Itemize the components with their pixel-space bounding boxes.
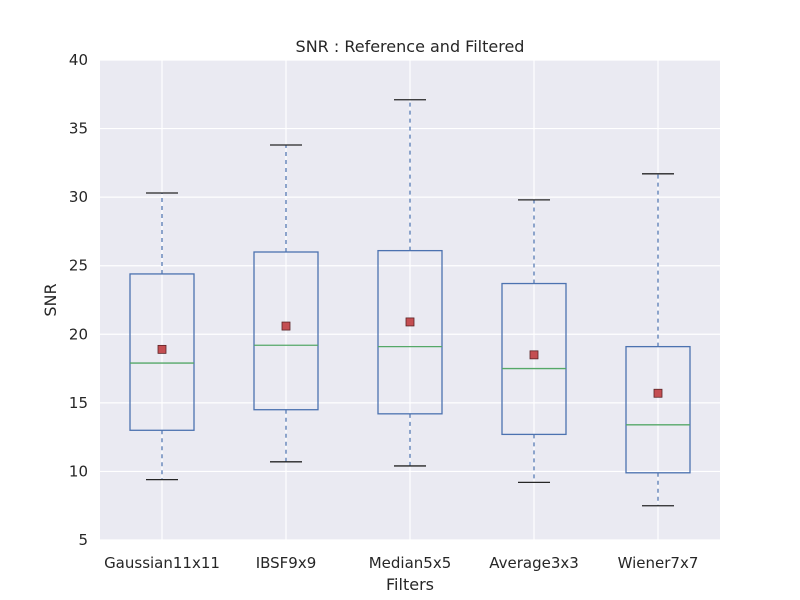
chart-title: SNR : Reference and Filtered bbox=[296, 37, 525, 56]
y-tick-label: 20 bbox=[69, 325, 88, 343]
iqr-box bbox=[625, 345, 691, 474]
box-series bbox=[129, 99, 691, 507]
y-tick-label: 15 bbox=[69, 394, 88, 412]
box-median5x5 bbox=[377, 99, 443, 467]
iqr-box bbox=[253, 251, 319, 411]
y-tick-label: 35 bbox=[69, 120, 88, 138]
y-axis-label: SNR bbox=[41, 283, 60, 316]
x-tick-labels: Gaussian11x11 IBSF9x9 Median5x5 Average3x3 W… bbox=[104, 554, 698, 572]
mean-marker bbox=[157, 344, 167, 354]
x-tick-label: Median5x5 bbox=[369, 554, 452, 572]
mean-marker bbox=[529, 350, 539, 360]
box-wiener7x7 bbox=[625, 173, 691, 507]
box-gaussian11x11 bbox=[129, 192, 195, 481]
x-tick-label: Wiener7x7 bbox=[618, 554, 699, 572]
y-tick-label: 25 bbox=[69, 257, 88, 275]
mean-marker bbox=[653, 388, 663, 398]
mean-marker bbox=[281, 321, 291, 331]
iqr-box bbox=[501, 282, 567, 436]
x-axis-label: Filters bbox=[386, 575, 434, 594]
iqr-box bbox=[129, 273, 195, 431]
y-tick-label: 40 bbox=[69, 51, 88, 69]
x-tick-label: IBSF9x9 bbox=[256, 554, 317, 572]
x-tick-label: Average3x3 bbox=[489, 554, 579, 572]
box-average3x3 bbox=[501, 199, 567, 484]
box-ibsf9x9 bbox=[253, 144, 319, 463]
y-tick-label: 5 bbox=[78, 531, 88, 549]
x-tick-label: Gaussian11x11 bbox=[104, 554, 220, 572]
iqr-box bbox=[377, 249, 443, 415]
mean-marker bbox=[405, 317, 415, 327]
y-tick-label: 10 bbox=[69, 462, 88, 480]
y-tick-labels: 5 10 15 20 25 30 35 40 bbox=[69, 51, 88, 549]
y-tick-label: 30 bbox=[69, 188, 88, 206]
